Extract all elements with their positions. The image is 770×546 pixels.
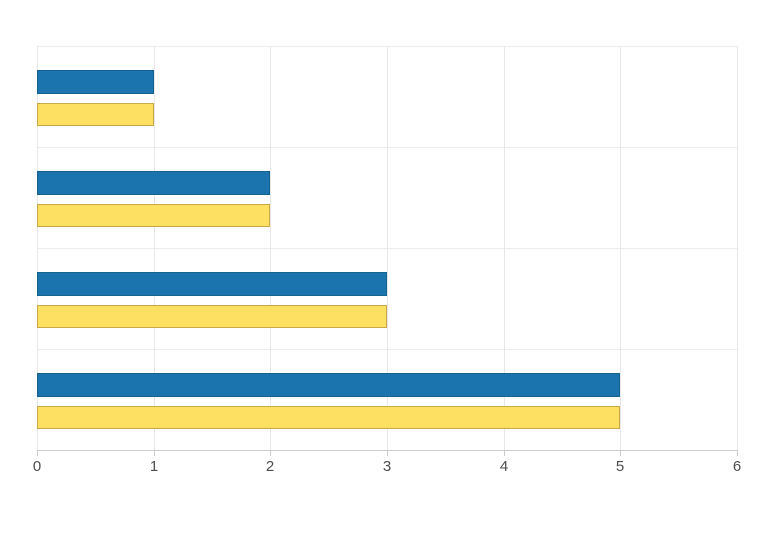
x-tick-label: 2 [265,458,275,475]
x-tick-mark [737,450,738,456]
x-tick-mark [154,450,155,456]
blue-series-bar [37,373,620,397]
x-tick-label: 3 [382,458,392,475]
blue-series-bar [37,70,154,94]
x-tick-mark [37,450,38,456]
x-tick-label: 4 [499,458,509,475]
vertical-gridline [270,46,271,450]
blue-series-bar [37,171,270,195]
x-tick-label: 5 [615,458,625,475]
x-tick-mark [387,450,388,456]
x-tick-mark [620,450,621,456]
yellow-series-bar [37,204,270,227]
vertical-gridline [37,46,38,450]
yellow-series-bar [37,406,620,429]
plot-area [37,46,738,450]
yellow-series-bar [37,305,387,328]
vertical-gridline [737,46,738,450]
x-tick-label: 6 [732,458,742,475]
vertical-gridline [620,46,621,450]
yellow-series-bar [37,103,154,126]
blue-series-bar [37,272,387,296]
vertical-gridline [387,46,388,450]
vertical-gridline [154,46,155,450]
x-tick-mark [504,450,505,456]
x-tick-mark [270,450,271,456]
x-tick-label: 1 [149,458,159,475]
vertical-gridline [504,46,505,450]
x-tick-label: 0 [32,458,42,475]
